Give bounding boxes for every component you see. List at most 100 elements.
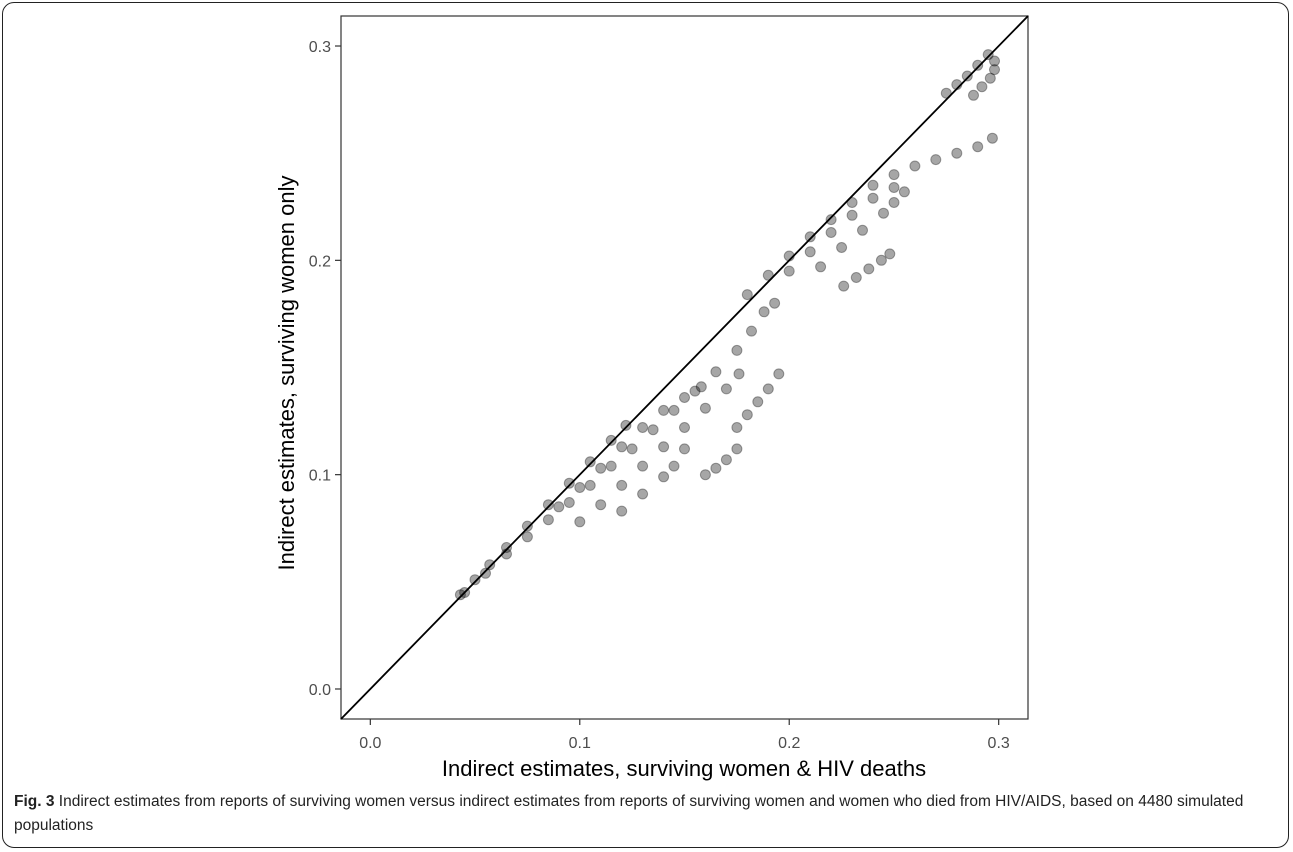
data-point [616, 441, 628, 453]
data-point [888, 169, 900, 181]
data-point [574, 516, 586, 528]
data-point [542, 499, 554, 511]
data-point [846, 209, 858, 221]
data-point [637, 488, 649, 500]
data-point [804, 246, 816, 258]
y-tick-label: 0.1 [309, 468, 331, 485]
y-axis-title: Indirect estimates, surviving women only [274, 176, 299, 571]
data-point [867, 179, 879, 191]
data-point [668, 404, 680, 416]
data-point [637, 422, 649, 433]
x-tick-label: 0.3 [988, 735, 1010, 752]
data-point [875, 254, 887, 266]
data-point [658, 404, 670, 416]
data-point [679, 392, 690, 403]
data-point [563, 477, 575, 489]
data-point [616, 505, 628, 517]
data-point [888, 182, 900, 193]
data-point [989, 64, 1000, 76]
x-tick-label: 0.1 [569, 735, 591, 752]
data-point [850, 272, 862, 283]
data-point [961, 70, 973, 82]
data-point [710, 462, 722, 474]
data-point [762, 383, 774, 395]
data-point [553, 501, 565, 513]
data-point [595, 462, 607, 474]
data-point [733, 368, 745, 380]
data-point [989, 55, 1000, 67]
data-point [846, 197, 858, 208]
data-point [773, 368, 785, 380]
data-point [898, 186, 910, 198]
data-point [825, 214, 837, 226]
data-point [951, 147, 963, 159]
data-point [769, 297, 781, 309]
data-point [501, 542, 512, 553]
data-point [838, 280, 850, 292]
data-point [658, 471, 670, 483]
data-point [836, 242, 848, 253]
data-point [731, 344, 743, 356]
data-point [521, 520, 533, 532]
data-point [584, 479, 596, 491]
x-axis-title: Indirect estimates, surviving women & HI… [442, 756, 926, 781]
data-points [454, 49, 1000, 601]
data-point [647, 424, 659, 436]
data-point [469, 574, 481, 586]
data-point [484, 559, 496, 571]
data-point [783, 265, 795, 277]
data-point [888, 197, 900, 208]
data-point [986, 132, 998, 144]
data-point [710, 366, 722, 378]
data-point [825, 227, 837, 238]
data-point [867, 192, 879, 204]
data-point [695, 381, 707, 393]
data-point [720, 454, 732, 466]
data-point [616, 479, 628, 491]
data-point [863, 263, 875, 275]
data-point [454, 589, 466, 601]
data-point [605, 434, 617, 446]
data-point [762, 269, 774, 281]
data-point [815, 261, 827, 273]
data-point [480, 567, 491, 579]
figure-caption: Fig. 3 Indirect estimates from reports o… [14, 790, 1276, 838]
data-point [752, 396, 764, 408]
axis-ticks: 0.0 0.1 0.2 0.3 0.0 0.1 0.2 0.3 [309, 39, 1010, 752]
x-tick-label: 0.0 [359, 735, 381, 752]
x-tick-label: 0.2 [778, 735, 800, 752]
data-point [699, 469, 711, 481]
data-point [758, 306, 770, 318]
data-point [968, 89, 979, 101]
y-axis-title-group: Indirect estimates, surviving women only [274, 176, 299, 571]
data-point [620, 419, 632, 431]
data-point [658, 441, 670, 453]
data-point [584, 456, 596, 468]
data-point [679, 443, 690, 455]
data-point [746, 325, 757, 337]
data-point [976, 81, 988, 93]
data-point [689, 385, 701, 397]
data-point [857, 224, 868, 236]
data-point [984, 72, 996, 84]
data-point [972, 59, 984, 71]
caption-text: Indirect estimates from reports of survi… [14, 793, 1244, 834]
plot-panel [340, 15, 1029, 720]
identity-reference-line [340, 15, 1029, 720]
data-point [563, 497, 575, 508]
data-point [972, 141, 984, 153]
data-point [741, 289, 753, 301]
data-point [731, 422, 743, 433]
data-point [595, 499, 607, 511]
data-point [720, 383, 732, 395]
data-point [668, 460, 680, 472]
y-tick-label: 0.0 [309, 682, 331, 699]
data-point [878, 207, 889, 219]
data-point [605, 460, 617, 472]
y-tick-label: 0.3 [309, 39, 331, 56]
data-point [699, 402, 711, 414]
caption-label: Fig. 3 [14, 793, 55, 810]
data-point [982, 49, 994, 61]
scatter-chart: Indirect estimates, surviving women only… [274, 15, 1029, 781]
